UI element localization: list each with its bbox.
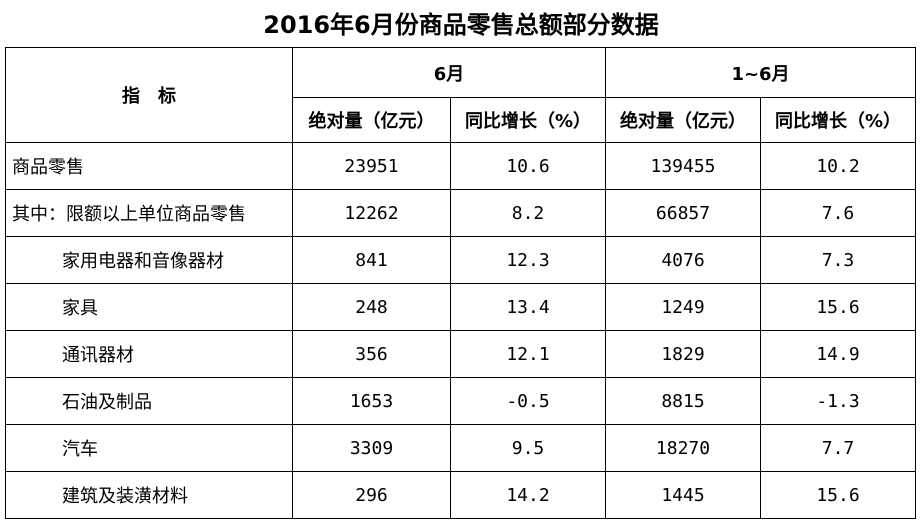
table-row: 商品零售 23951 10.6 139455 10.2: [5, 142, 917, 190]
cell: 12.1: [450, 330, 606, 378]
row-label: 家具: [5, 283, 293, 331]
header-cell: 6月: [292, 47, 606, 98]
cell: 3309: [292, 424, 451, 472]
header-cell: 同比增长（%）: [450, 97, 606, 143]
cell: 1249: [605, 283, 761, 331]
cell: 296: [292, 471, 451, 519]
header-cell: 指 标: [5, 47, 293, 143]
cell: 14.9: [759, 330, 917, 378]
cell: 15.6: [759, 471, 917, 519]
cell: 10.6: [450, 142, 606, 190]
cell: 15.6: [759, 283, 917, 331]
cell: -0.5: [450, 377, 606, 425]
cell: 13.4: [450, 283, 606, 331]
cell: 8815: [605, 377, 761, 425]
table-row: 石油及制品 1653 -0.5 8815 -1.3: [5, 377, 917, 425]
row-label: 商品零售: [5, 142, 293, 190]
table-body: 商品零售 23951 10.6 139455 10.2 其中：限额以上单位商品零售 1226…: [5, 142, 917, 519]
header-cell: 同比增长（%）: [759, 97, 917, 143]
cell: 7.3: [759, 236, 917, 284]
cell: -1.3: [759, 377, 917, 425]
header-cell: 1~6月: [604, 47, 917, 98]
table-row: 家具 248 13.4 1249 15.6: [5, 283, 917, 331]
table-row: 汽车 3309 9.5 18270 7.7: [5, 424, 917, 472]
cell: 1653: [292, 377, 451, 425]
cell: 12262: [292, 189, 451, 237]
row-label: 建筑及装潢材料: [5, 471, 293, 519]
cell: 7.7: [759, 424, 917, 472]
cell: 14.2: [450, 471, 606, 519]
cell: 18270: [605, 424, 761, 472]
header-cell: 绝对量（亿元）: [292, 97, 451, 143]
table-row: 建筑及装潢材料 296 14.2 1445 15.6: [5, 471, 917, 519]
header-cell: 绝对量（亿元）: [605, 97, 761, 143]
cell: 23951: [292, 142, 451, 190]
cell: 4076: [605, 236, 761, 284]
header-row: 指 标 6月 1~6月: [5, 47, 917, 143]
row-label: 其中：限额以上单位商品零售: [5, 189, 293, 237]
cell: 12.3: [450, 236, 606, 284]
table-row: 通讯器材 356 12.1 1829 14.9: [5, 330, 917, 378]
cell: 356: [292, 330, 451, 378]
cell: 1445: [605, 471, 761, 519]
title: 2016年6月份商品零售总额部分数据: [263, 11, 659, 39]
data-table: 指 标 6月 1~6月 绝对量（亿元） 同比增长（%） 绝对量（亿元） 同比增长…: [5, 47, 917, 519]
row-label: 家用电器和音像器材: [5, 236, 293, 284]
table-row: 其中：限额以上单位商品零售 12262 8.2 66857 7.6: [5, 189, 917, 237]
cell: 9.5: [450, 424, 606, 472]
table-row: 家用电器和音像器材 841 12.3 4076 7.3: [5, 236, 917, 284]
cell: 1829: [605, 330, 761, 378]
row-label: 石油及制品: [5, 377, 293, 425]
cell: 841: [292, 236, 451, 284]
cell: 7.6: [759, 189, 917, 237]
cell: 66857: [605, 189, 761, 237]
cell: 139455: [605, 142, 761, 190]
cell: 10.2: [759, 142, 917, 190]
cell: 8.2: [450, 189, 606, 237]
cell: 248: [292, 283, 451, 331]
header-row: 绝对量（亿元） 同比增长（%） 绝对量（亿元） 同比增长（%）: [6, 97, 917, 143]
row-label: 汽车: [5, 424, 293, 472]
row-label: 通讯器材: [5, 330, 293, 378]
